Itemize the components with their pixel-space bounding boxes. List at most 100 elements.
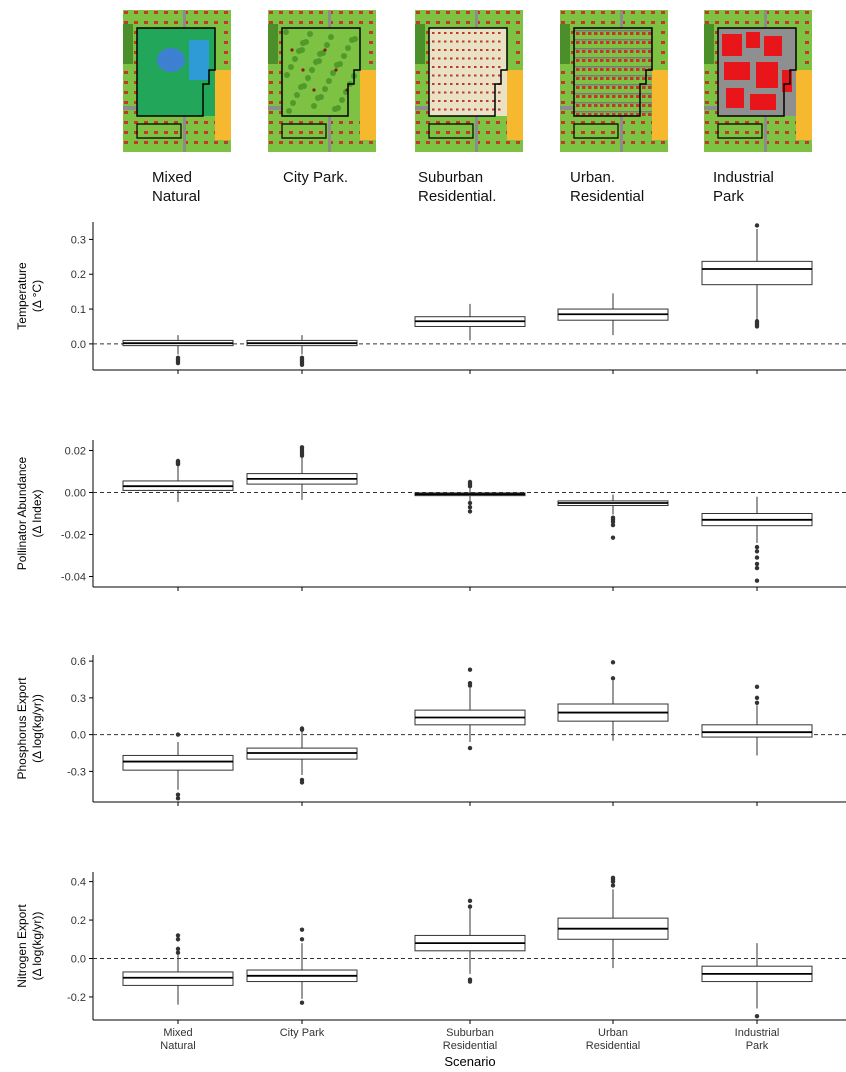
thumb-house <box>480 40 483 43</box>
thumb-house <box>715 111 719 114</box>
thumb-house <box>588 59 592 62</box>
thumb-house <box>299 131 303 134</box>
thumb-house <box>486 91 489 94</box>
thumb-house <box>450 66 453 68</box>
thumb-house <box>601 131 605 134</box>
y-axis-title: (Δ Index) <box>30 489 44 537</box>
thumb-house <box>581 21 585 24</box>
y-tick-label: -0.3 <box>67 766 86 778</box>
y-axis-title: Nitrogen Export <box>15 904 29 988</box>
thumb-house <box>582 59 586 62</box>
thumb-tree <box>335 105 341 111</box>
thumb-house <box>600 95 604 98</box>
thumb-house <box>134 31 138 34</box>
thumb-house <box>224 21 228 24</box>
thumb-house <box>795 21 799 24</box>
thumb-house <box>194 141 198 144</box>
thumb-house <box>498 32 501 34</box>
thumb-house <box>426 111 430 114</box>
thumb-house <box>636 41 640 44</box>
thumb-yellow-parcel <box>507 70 523 140</box>
thumb-house <box>426 131 430 134</box>
thumb-house <box>606 95 610 98</box>
thumb-house <box>661 61 665 64</box>
thumb-house <box>775 121 779 124</box>
thumb-woods <box>704 24 714 64</box>
thumb-house <box>349 141 353 144</box>
thumb-building <box>724 62 750 80</box>
thumb-house <box>606 41 610 44</box>
thumb-house <box>641 121 645 124</box>
thumb-house <box>466 121 470 124</box>
thumb-house <box>486 49 489 51</box>
thumb-house <box>631 11 635 14</box>
thumb-house <box>279 21 283 24</box>
thumb-house <box>456 57 459 60</box>
outlier-point <box>754 1013 760 1019</box>
thumb-house <box>588 104 592 107</box>
thumb-house <box>591 131 595 134</box>
thumb-wetland <box>189 40 209 80</box>
thumb-street <box>574 30 652 32</box>
outlier-point <box>299 362 305 367</box>
thumb-house <box>426 81 430 84</box>
thumb-house <box>416 131 420 134</box>
map-thumbnail-mixed-natural <box>123 10 231 152</box>
thumb-house <box>134 111 138 114</box>
thumb-house <box>636 68 640 71</box>
thumb-house <box>124 91 128 94</box>
thumb-house <box>480 108 483 111</box>
thumb-house <box>468 32 471 34</box>
x-axis-title: Scenario <box>444 1054 495 1069</box>
thumb-street <box>574 111 652 113</box>
thumb-street <box>574 57 652 59</box>
thumb-house <box>134 81 138 84</box>
thumb-house <box>785 121 789 124</box>
thumb-house <box>576 95 580 98</box>
thumb-house <box>705 121 709 124</box>
thumb-house <box>450 91 453 94</box>
x-tick-label: Mixed <box>163 1027 192 1039</box>
thumb-house <box>462 49 465 51</box>
thumb-house <box>426 41 430 44</box>
thumb-house <box>309 121 313 124</box>
thumb-house <box>516 141 520 144</box>
thumb-house <box>279 121 283 124</box>
thumb-house <box>480 74 483 77</box>
thumb-house <box>134 61 138 64</box>
thumb-house <box>606 113 610 116</box>
thumb-boundary <box>573 123 619 139</box>
panel: 0.0 0.1 0.2 0.3 Temperature (Δ °C) <box>15 222 846 374</box>
thumb-house <box>630 113 634 116</box>
thumb-house <box>516 21 520 24</box>
thumb-house <box>600 41 604 44</box>
thumb-house <box>214 21 218 24</box>
thumb-tree <box>339 97 345 103</box>
thumb-house <box>446 141 450 144</box>
thumb-house <box>444 108 447 111</box>
thumb-house <box>594 32 598 35</box>
outlier-point <box>754 544 760 550</box>
thumb-house <box>466 141 470 144</box>
thumb-house <box>359 11 363 14</box>
thumb-house <box>591 141 595 144</box>
thumb-house <box>612 86 616 89</box>
thumb-feature <box>301 68 305 72</box>
thumb-house <box>124 101 128 104</box>
outlier-point <box>754 561 760 567</box>
thumb-house <box>194 21 198 24</box>
thumb-house <box>144 141 148 144</box>
thumb-house <box>601 121 605 124</box>
thumb-tree <box>316 58 322 64</box>
thumb-house <box>456 66 459 68</box>
thumb-house <box>416 121 420 124</box>
outlier-point <box>467 904 473 909</box>
thumb-house <box>576 50 580 53</box>
thumb-house <box>642 41 646 44</box>
outlier-point <box>467 745 473 751</box>
thumb-house <box>279 131 283 134</box>
thumb-house <box>735 21 739 24</box>
thumb-house <box>775 21 779 24</box>
thumb-yellow-parcel <box>215 70 231 140</box>
box <box>414 898 526 984</box>
